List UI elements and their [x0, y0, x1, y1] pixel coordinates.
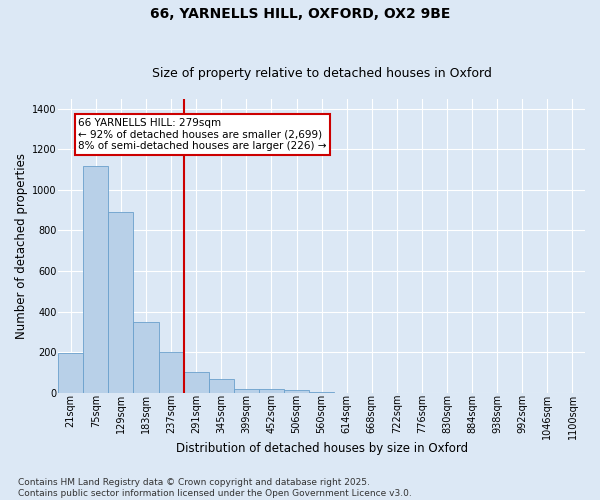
- Text: 66, YARNELLS HILL, OXFORD, OX2 9BE: 66, YARNELLS HILL, OXFORD, OX2 9BE: [150, 8, 450, 22]
- Bar: [209, 380, 234, 392]
- Y-axis label: Number of detached properties: Number of detached properties: [15, 152, 28, 338]
- Bar: [234, 388, 259, 392]
- X-axis label: Distribution of detached houses by size in Oxford: Distribution of detached houses by size …: [176, 442, 467, 455]
- Bar: [109, 212, 133, 392]
- Bar: [184, 372, 209, 392]
- Bar: [158, 352, 184, 393]
- Text: 66 YARNELLS HILL: 279sqm
← 92% of detached houses are smaller (2,699)
8% of semi: 66 YARNELLS HILL: 279sqm ← 92% of detach…: [78, 118, 327, 151]
- Text: Contains HM Land Registry data © Crown copyright and database right 2025.
Contai: Contains HM Land Registry data © Crown c…: [18, 478, 412, 498]
- Title: Size of property relative to detached houses in Oxford: Size of property relative to detached ho…: [152, 66, 491, 80]
- Bar: [133, 322, 158, 392]
- Bar: [83, 166, 109, 392]
- Bar: [259, 389, 284, 392]
- Bar: [284, 390, 309, 392]
- Bar: [58, 353, 83, 393]
